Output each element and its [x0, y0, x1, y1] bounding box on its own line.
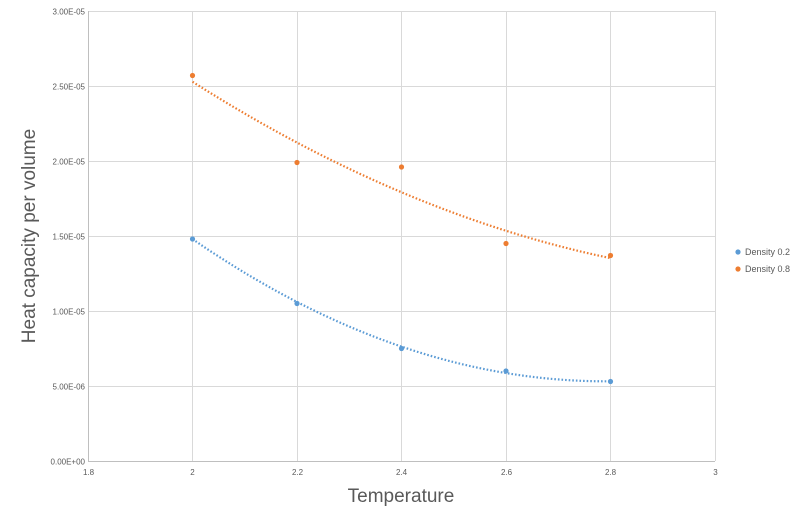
point-density-0-8 [398, 164, 405, 170]
legend-marker-density-0-2 [735, 249, 741, 255]
point-density-0-8 [294, 159, 300, 166]
y-tick-label: 1.50E-05 [53, 233, 86, 242]
trendlines [191, 80, 611, 383]
x-tick-label: 1.8 [83, 468, 95, 477]
y-tick-label: 1.00E-05 [53, 308, 86, 317]
x-tick-label: 2 [190, 468, 195, 477]
point-density-0-2 [189, 236, 196, 242]
tick-labels: 0.00E+00 5.00E-06 1.00E-05 1.50E-05 2.00E-05… [51, 8, 719, 478]
x-axis-title: Temperature [348, 486, 455, 507]
point-density-0-8 [503, 240, 509, 247]
legend-marker-density-0-8 [735, 266, 741, 272]
gridlines [88, 11, 716, 461]
trendline-density-0-2 [191, 238, 611, 383]
point-density-0-2 [398, 345, 405, 352]
point-density-0-8 [607, 252, 614, 259]
x-tick-label: 2.6 [501, 468, 513, 477]
point-density-0-2 [607, 378, 614, 385]
legend-label-density-0-8: Density 0.8 [745, 264, 790, 274]
legend: Density 0.2 Density 0.8 [735, 247, 790, 274]
y-axis-title: Heat capacity per volume [19, 129, 40, 343]
point-density-0-8 [189, 72, 196, 79]
legend-label-density-0-2: Density 0.2 [745, 247, 790, 257]
y-tick-label: 3.00E-05 [53, 8, 86, 17]
y-tick-label: 0.00E+00 [51, 458, 86, 467]
data-points [189, 72, 614, 385]
x-tick-label: 2.4 [396, 468, 408, 477]
x-tick-label: 2.2 [292, 468, 304, 477]
y-tick-label: 5.00E-06 [53, 383, 86, 392]
x-tick-label: 2.8 [605, 468, 617, 477]
axes [88, 11, 715, 462]
x-tick-label: 3 [713, 468, 718, 477]
point-density-0-2 [294, 300, 300, 307]
y-tick-label: 2.00E-05 [53, 158, 86, 167]
y-tick-label: 2.50E-05 [53, 83, 86, 92]
point-density-0-2 [503, 368, 509, 374]
